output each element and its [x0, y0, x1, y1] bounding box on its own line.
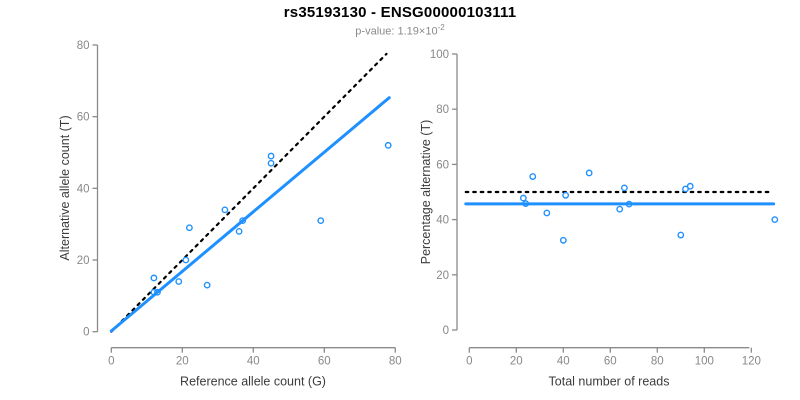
left-data-point — [150, 274, 158, 282]
left-fit-line — [109, 96, 391, 333]
left-data-point — [221, 206, 229, 214]
plot-title: rs35193130 - ENSG00000103111 — [283, 4, 517, 21]
left-y-tick-label: 40 — [77, 183, 90, 195]
right-data-point — [519, 194, 527, 202]
left-data-point — [267, 159, 275, 167]
left-x-tick-label: 80 — [389, 356, 402, 368]
right-data-point — [682, 185, 689, 193]
right-y-tick-label: 0 — [443, 325, 449, 337]
left-data-point — [203, 281, 211, 289]
pvalue-exponent: -2 — [437, 23, 445, 32]
left-x-tick-label: 60 — [318, 356, 331, 368]
pvalue-prefix: p-value: — [355, 25, 398, 38]
right-y-tick-label: 80 — [436, 104, 449, 116]
right-data-point — [771, 216, 779, 224]
right-data-point — [625, 200, 633, 208]
right-x-tick-label: 40 — [557, 356, 570, 368]
right-x-tick-label: 60 — [604, 356, 617, 368]
right-data-point — [559, 236, 567, 244]
right-x-tick-label: 120 — [742, 356, 761, 368]
left-data-point — [182, 256, 190, 264]
right-y-tick-label: 100 — [430, 49, 449, 61]
left-y-axis-title: Alternative allele count (T) — [58, 115, 72, 260]
left-x-tick-label: 0 — [108, 356, 114, 368]
right-data-point — [585, 169, 593, 177]
right-y-tick-label: 40 — [436, 215, 449, 227]
left-data-point — [384, 141, 392, 149]
right-data-point — [677, 231, 685, 239]
left-y-tick-label: 20 — [77, 255, 90, 267]
right-data-point — [522, 200, 530, 207]
left-data-point — [317, 217, 325, 224]
left-data-point — [267, 152, 275, 160]
left-data-point — [185, 224, 193, 232]
left-data-point — [175, 278, 183, 285]
right-x-tick-label: 80 — [651, 356, 664, 368]
left-x-axis-title: Reference allele count (G) — [180, 375, 326, 389]
left-data-point — [154, 288, 161, 296]
left-y-tick-label: 80 — [77, 40, 90, 52]
plot-subtitle: p-value: 1.19×10-2 — [0, 23, 800, 38]
right-data-point — [529, 173, 537, 180]
right-data-point — [616, 205, 624, 213]
right-data-point — [686, 182, 694, 190]
right-y-tick-label: 60 — [436, 159, 449, 171]
right-data-point — [621, 184, 628, 192]
right-y-tick-label: 20 — [436, 270, 449, 282]
right-data-point — [543, 209, 551, 217]
left-data-point — [150, 288, 158, 296]
right-x-tick-label: 100 — [695, 356, 714, 368]
left-data-point — [235, 227, 243, 235]
right-x-tick-label: 20 — [510, 356, 523, 368]
right-y-axis-title: Percentage alternative (T) — [419, 120, 433, 265]
left-identity-line — [110, 52, 388, 333]
right-x-tick-label: 0 — [466, 356, 472, 368]
left-y-tick-label: 60 — [77, 112, 90, 124]
right-x-axis-title: Total number of reads — [549, 375, 670, 389]
left-data-point — [239, 217, 247, 224]
left-x-tick-label: 40 — [247, 356, 260, 368]
left-x-tick-label: 20 — [176, 356, 189, 368]
right-data-point — [562, 191, 570, 199]
left-y-tick-label: 0 — [83, 327, 89, 339]
pvalue-mantissa: 1.19×10 — [397, 25, 438, 38]
